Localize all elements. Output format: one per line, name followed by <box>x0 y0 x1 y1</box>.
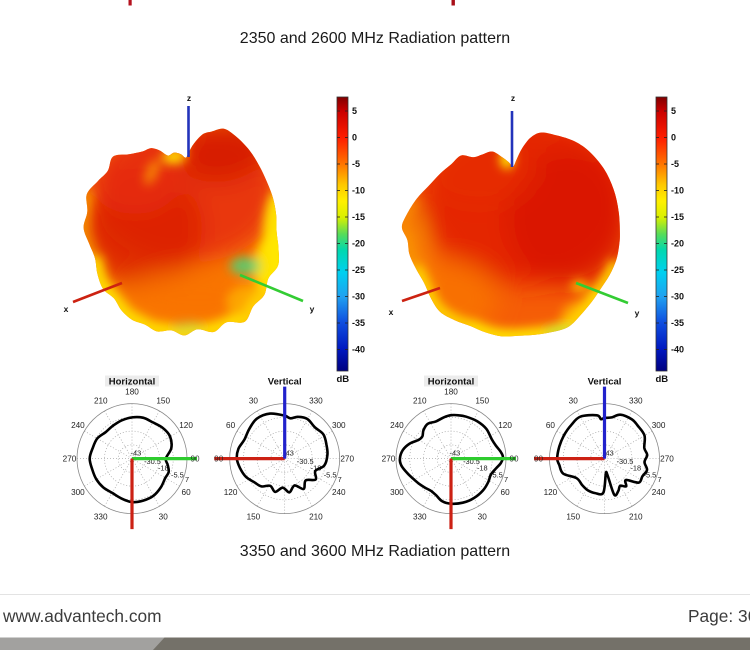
svg-text:300: 300 <box>652 421 666 430</box>
svg-text:210: 210 <box>309 513 323 522</box>
svg-text:120: 120 <box>179 421 193 430</box>
svg-text:-43: -43 <box>450 448 461 457</box>
svg-text:-18: -18 <box>630 464 641 473</box>
svg-text:7: 7 <box>185 475 189 484</box>
svg-text:90: 90 <box>534 455 544 464</box>
svg-text:120: 120 <box>544 488 558 497</box>
svg-text:-35: -35 <box>671 318 684 328</box>
svg-text:Horizontal: Horizontal <box>109 377 155 388</box>
svg-text:150: 150 <box>566 513 580 522</box>
svg-text:90: 90 <box>509 455 519 464</box>
svg-text:-25: -25 <box>671 265 684 275</box>
svg-text:-20: -20 <box>671 239 684 249</box>
svg-text:-30.5: -30.5 <box>463 457 480 466</box>
svg-text:-43: -43 <box>283 448 294 457</box>
svg-text:240: 240 <box>71 421 85 430</box>
svg-text:x: x <box>64 304 69 314</box>
svg-text:-43: -43 <box>131 448 142 457</box>
svg-text:Horizontal: Horizontal <box>428 377 474 388</box>
svg-text:240: 240 <box>332 488 346 497</box>
svg-text:-25: -25 <box>352 265 365 275</box>
svg-text:-30: -30 <box>352 292 365 302</box>
svg-text:60: 60 <box>501 488 511 497</box>
svg-text:60: 60 <box>226 421 236 430</box>
svg-text:-15: -15 <box>671 212 684 222</box>
svg-text:270: 270 <box>340 455 354 464</box>
svg-text:60: 60 <box>546 421 556 430</box>
svg-text:-18: -18 <box>477 464 488 473</box>
svg-text:210: 210 <box>413 397 427 406</box>
svg-text:www.advantech.com: www.advantech.com <box>2 606 161 626</box>
svg-text:-5.5: -5.5 <box>171 471 184 480</box>
svg-text:y: y <box>635 308 640 318</box>
svg-text:z: z <box>187 93 191 103</box>
svg-text:-5: -5 <box>671 159 679 169</box>
svg-text:150: 150 <box>475 397 489 406</box>
svg-text:x: x <box>389 307 394 317</box>
svg-text:330: 330 <box>413 513 427 522</box>
svg-text:0: 0 <box>671 133 676 143</box>
svg-text:330: 330 <box>309 397 323 406</box>
svg-text:-5.5: -5.5 <box>324 471 337 480</box>
svg-text:Page: 36: Page: 36 <box>688 606 750 626</box>
svg-text:5: 5 <box>352 106 357 116</box>
svg-text:0: 0 <box>352 133 357 143</box>
svg-text:210: 210 <box>94 397 108 406</box>
svg-text:-30.5: -30.5 <box>144 457 161 466</box>
svg-text:-5: -5 <box>352 159 360 169</box>
svg-text:-5.5: -5.5 <box>490 471 503 480</box>
svg-text:-35: -35 <box>352 318 365 328</box>
svg-text:-5.5: -5.5 <box>644 471 657 480</box>
svg-text:210: 210 <box>629 513 643 522</box>
svg-text:-10: -10 <box>671 186 684 196</box>
svg-text:180: 180 <box>125 388 139 397</box>
svg-text:y: y <box>310 304 315 314</box>
svg-text:30: 30 <box>569 397 579 406</box>
svg-text:-43: -43 <box>603 448 614 457</box>
svg-text:180: 180 <box>444 388 458 397</box>
svg-text:-30.5: -30.5 <box>297 457 314 466</box>
svg-text:5: 5 <box>671 106 676 116</box>
svg-text:150: 150 <box>247 513 261 522</box>
svg-text:270: 270 <box>382 455 396 464</box>
svg-text:300: 300 <box>71 488 85 497</box>
svg-text:3350 and 3600 MHz Radiation pa: 3350 and 3600 MHz Radiation pattern <box>240 543 510 560</box>
svg-text:-20: -20 <box>352 239 365 249</box>
svg-text:120: 120 <box>498 421 512 430</box>
svg-text:7: 7 <box>338 475 342 484</box>
svg-text:330: 330 <box>629 397 643 406</box>
svg-text:30: 30 <box>478 513 488 522</box>
svg-text:dB: dB <box>337 374 350 385</box>
svg-text:-40: -40 <box>352 345 365 355</box>
svg-text:300: 300 <box>390 488 404 497</box>
svg-text:30: 30 <box>159 513 169 522</box>
svg-text:330: 330 <box>94 513 108 522</box>
svg-text:-15: -15 <box>352 212 365 222</box>
svg-text:300: 300 <box>332 421 346 430</box>
svg-text:2350 and 2600 MHz Radiation pa: 2350 and 2600 MHz Radiation pattern <box>240 30 510 47</box>
svg-text:120: 120 <box>224 488 238 497</box>
svg-text:-18: -18 <box>311 464 322 473</box>
svg-text:-10: -10 <box>352 186 365 196</box>
svg-text:-30: -30 <box>671 292 684 302</box>
svg-text:240: 240 <box>390 421 404 430</box>
svg-text:240: 240 <box>652 488 666 497</box>
svg-text:-18: -18 <box>158 464 169 473</box>
svg-text:90: 90 <box>190 455 200 464</box>
svg-text:90: 90 <box>214 455 224 464</box>
svg-text:60: 60 <box>182 488 192 497</box>
svg-text:270: 270 <box>63 455 77 464</box>
svg-text:Vertical: Vertical <box>588 377 622 388</box>
svg-text:30: 30 <box>249 397 259 406</box>
svg-text:-30.5: -30.5 <box>617 457 634 466</box>
svg-text:dB: dB <box>656 374 669 385</box>
svg-text:-40: -40 <box>671 345 684 355</box>
svg-text:7: 7 <box>504 475 508 484</box>
svg-text:150: 150 <box>156 397 170 406</box>
svg-text:270: 270 <box>660 455 674 464</box>
svg-text:Vertical: Vertical <box>268 377 302 388</box>
svg-text:7: 7 <box>657 475 661 484</box>
svg-text:z: z <box>511 93 515 103</box>
